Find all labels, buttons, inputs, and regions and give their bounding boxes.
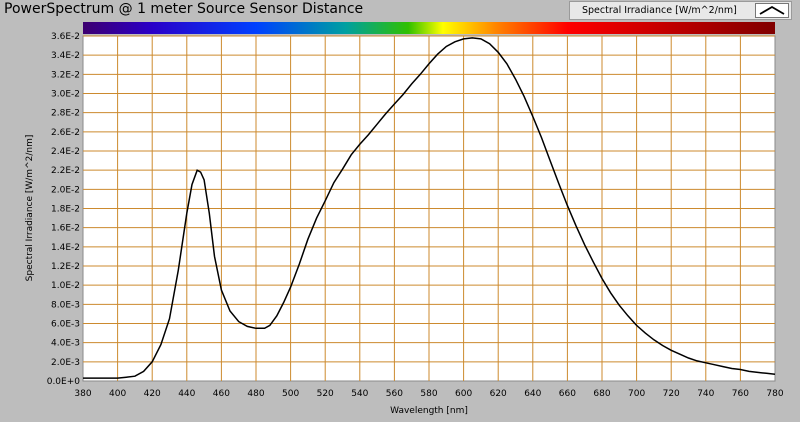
y-tick-label: 2.4E-2 xyxy=(51,147,80,157)
legend[interactable]: Spectral Irradiance [W/m^2/nm] xyxy=(569,1,792,20)
y-tick-label: 2.0E-3 xyxy=(51,358,80,368)
x-tick-label: 480 xyxy=(247,389,264,399)
chart-title: PowerSpectrum @ 1 meter Source Sensor Di… xyxy=(4,1,364,17)
series-line xyxy=(83,37,776,379)
x-axis-label: Wavelength [nm] xyxy=(390,406,468,416)
y-tick-label: 0.0E+0 xyxy=(47,377,81,387)
x-tick-label: 720 xyxy=(663,389,680,399)
color-spectrum-bar xyxy=(83,22,775,34)
legend-label: Spectral Irradiance [W/m^2/nm] xyxy=(582,5,737,16)
y-tick-label: 3.0E-2 xyxy=(51,90,80,100)
x-tick-label: 700 xyxy=(628,389,645,399)
y-tick-label: 1.6E-2 xyxy=(51,224,80,234)
y-tick-label: 2.2E-2 xyxy=(51,166,80,176)
y-tick-label: 1.8E-2 xyxy=(51,205,80,215)
x-tick-label: 500 xyxy=(282,389,299,399)
y-tick-label: 3.6E-2 xyxy=(51,32,80,42)
x-tick-label: 460 xyxy=(213,389,230,399)
y-tick-label: 3.2E-2 xyxy=(51,70,80,80)
y-tick-label: 6.0E-3 xyxy=(51,320,80,330)
x-tick-label: 420 xyxy=(144,389,161,399)
x-tick-label: 400 xyxy=(109,389,126,399)
y-axis-label: Spectral Irradiance [W/m^2/nm] xyxy=(25,135,35,282)
y-tick-label: 2.8E-2 xyxy=(51,109,80,119)
x-tick-label: 740 xyxy=(697,389,714,399)
x-tick-label: 560 xyxy=(386,389,403,399)
y-tick-label: 1.2E-2 xyxy=(51,262,80,272)
y-tick-label: 2.6E-2 xyxy=(51,128,80,138)
y-tick-label: 1.4E-2 xyxy=(51,243,80,253)
y-tick-label: 8.0E-3 xyxy=(51,300,80,310)
x-axis: 380 400 420 440 460 480 500 520 540 560 580 600 620 6… xyxy=(74,389,783,399)
y-tick-label: 4.0E-3 xyxy=(51,339,80,349)
x-tick-label: 380 xyxy=(74,389,91,399)
x-tick-label: 660 xyxy=(559,389,576,399)
y-tick-label: 1.0E-2 xyxy=(51,281,80,291)
x-tick-label: 760 xyxy=(732,389,749,399)
x-tick-label: 640 xyxy=(524,389,541,399)
x-tick-label: 580 xyxy=(420,389,437,399)
x-tick-label: 620 xyxy=(490,389,507,399)
y-tick-label: 2.0E-2 xyxy=(51,185,80,195)
x-tick-label: 440 xyxy=(178,389,195,399)
x-tick-label: 600 xyxy=(455,389,472,399)
y-axis: 0.0E+0 2.0E-3 4.0E-3 6.0E-3 8.0E-3 1.0E-2 1.2E… xyxy=(47,32,81,387)
x-tick-label: 520 xyxy=(317,389,334,399)
x-tick-label: 780 xyxy=(766,389,783,399)
y-tick-label: 3.4E-2 xyxy=(51,51,80,61)
x-tick-label: 680 xyxy=(593,389,610,399)
line-plot-icon[interactable] xyxy=(755,3,789,18)
grid xyxy=(83,35,775,381)
x-tick-label: 540 xyxy=(351,389,368,399)
